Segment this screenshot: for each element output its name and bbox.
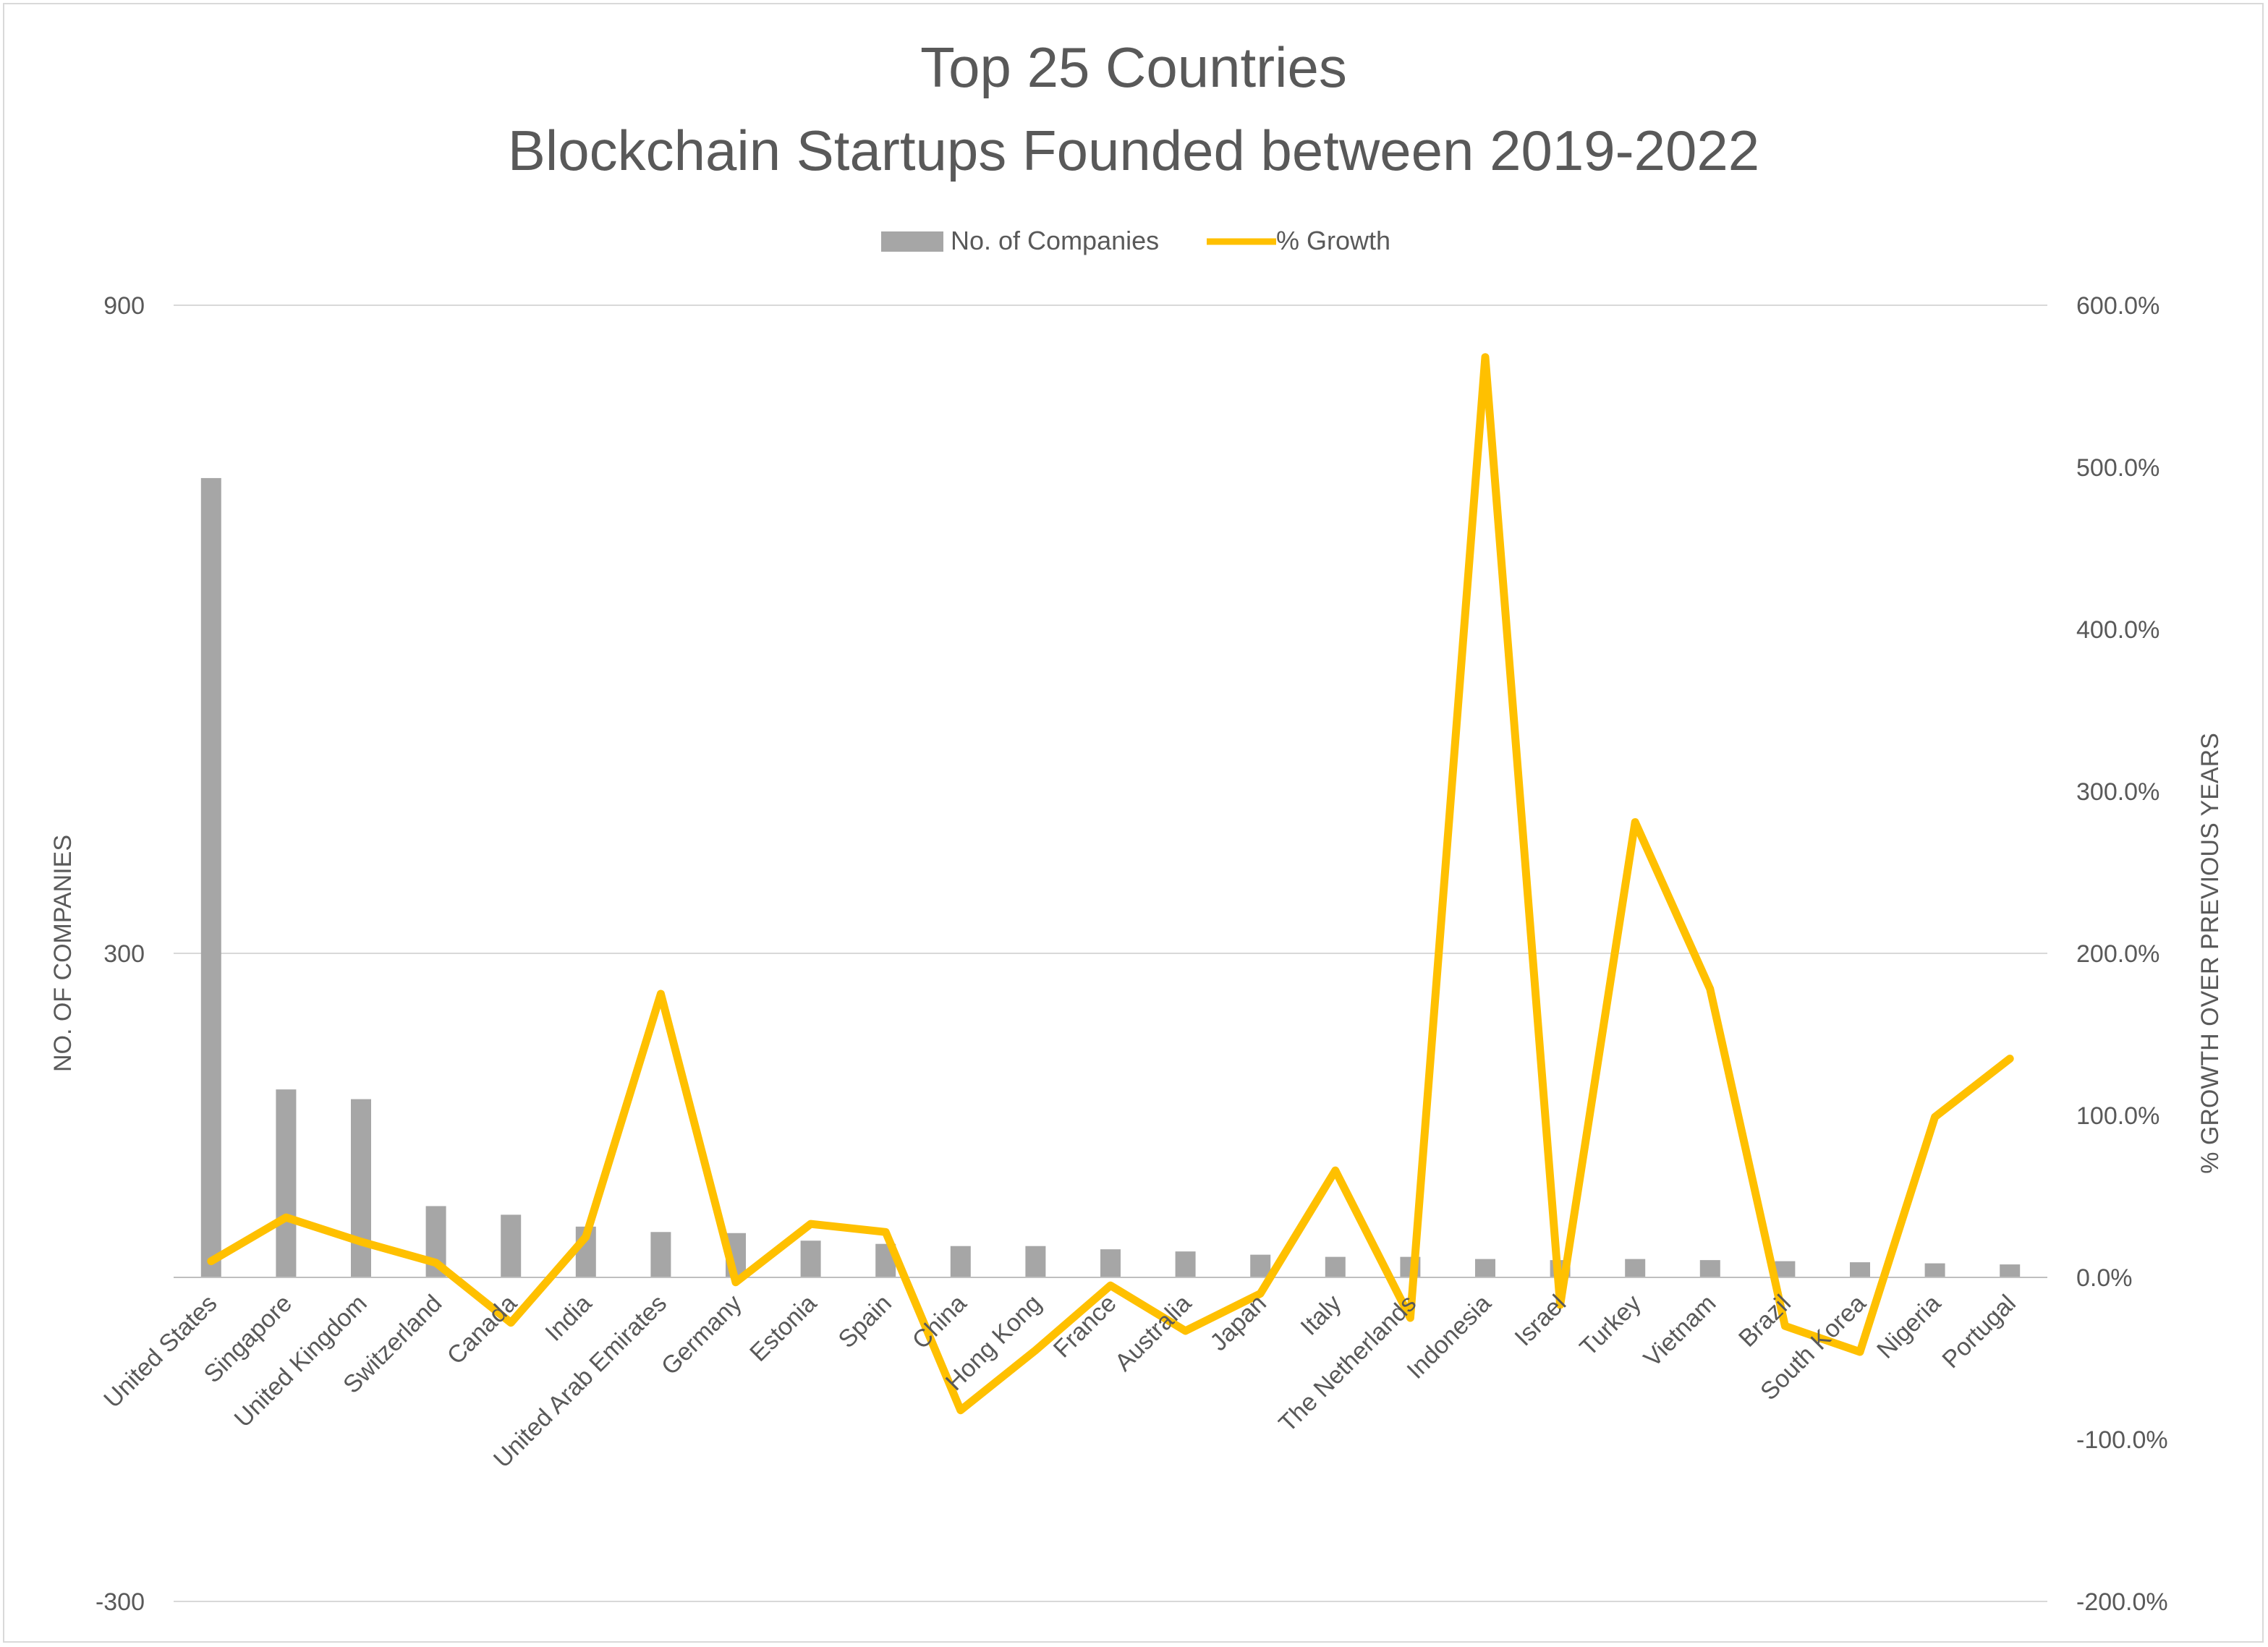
category-label: Portugal bbox=[1937, 1290, 2021, 1374]
bar-series bbox=[200, 477, 2021, 1277]
growth-point bbox=[1335, 1170, 1336, 1171]
growth-point bbox=[960, 1410, 961, 1411]
category-label: Estonia bbox=[744, 1290, 822, 1367]
growth-point bbox=[885, 1231, 886, 1233]
left-tick-label: 900 bbox=[103, 292, 145, 320]
growth-point bbox=[1110, 1285, 1111, 1286]
category-label: United States bbox=[98, 1290, 222, 1413]
growth-point bbox=[1934, 1116, 1936, 1118]
bar bbox=[1325, 1256, 1346, 1277]
bar bbox=[1850, 1262, 1870, 1277]
bar bbox=[1625, 1259, 1646, 1277]
growth-point bbox=[1260, 1293, 1261, 1294]
growth-line bbox=[207, 353, 2014, 1415]
bar bbox=[276, 1089, 297, 1277]
category-label: Japan bbox=[1205, 1290, 1271, 1356]
right-tick-label: 400.0% bbox=[2076, 616, 2159, 644]
growth-point bbox=[810, 1223, 812, 1225]
growth-point bbox=[660, 993, 661, 995]
growth-point bbox=[585, 1236, 587, 1238]
y-axis-title: NO. OF COMPANIES bbox=[49, 835, 77, 1072]
left-axis-ticks: 900 300 -300 bbox=[95, 292, 145, 1616]
chart-title: Top 25 Countries Blockchain Startups Fou… bbox=[508, 35, 1759, 182]
category-label: Nigeria bbox=[1872, 1290, 1946, 1364]
right-tick-label: 500.0% bbox=[2076, 454, 2159, 482]
growth-point bbox=[1784, 1325, 1785, 1327]
chart-frame bbox=[3, 3, 2264, 1643]
category-label: Vietnam bbox=[1639, 1290, 1722, 1373]
category-label: The Netherlands bbox=[1273, 1290, 1422, 1438]
category-label: Germany bbox=[656, 1290, 747, 1381]
growth-point bbox=[1859, 1351, 1861, 1353]
right-tick-label: 200.0% bbox=[2076, 940, 2159, 968]
growth-point bbox=[1035, 1350, 1036, 1351]
bar bbox=[1699, 1260, 1720, 1277]
bar bbox=[1175, 1251, 1196, 1277]
bar bbox=[501, 1214, 522, 1277]
category-label: United Kingdom bbox=[229, 1290, 373, 1433]
right-tick-label: -100.0% bbox=[2076, 1426, 2168, 1454]
growth-point bbox=[2009, 1058, 2010, 1060]
growth-point bbox=[285, 1217, 286, 1218]
growth-point bbox=[1185, 1330, 1186, 1332]
line-series bbox=[207, 353, 2014, 1415]
bar bbox=[2000, 1264, 2021, 1277]
chart-title-line-1: Top 25 Countries bbox=[920, 35, 1347, 99]
bar bbox=[950, 1246, 971, 1277]
left-tick-label: 300 bbox=[103, 940, 145, 968]
right-tick-label: -200.0% bbox=[2076, 1588, 2168, 1616]
growth-point bbox=[1634, 822, 1636, 823]
bar bbox=[200, 477, 221, 1277]
category-label: Turkey bbox=[1574, 1290, 1646, 1361]
right-tick-label: 600.0% bbox=[2076, 292, 2159, 320]
bar bbox=[800, 1240, 821, 1277]
right-tick-label: 0.0% bbox=[2076, 1264, 2133, 1292]
bar bbox=[351, 1099, 371, 1277]
growth-point bbox=[1710, 988, 1711, 990]
growth-point bbox=[360, 1241, 362, 1243]
right-tick-label: 100.0% bbox=[2076, 1102, 2159, 1130]
growth-point bbox=[436, 1262, 437, 1264]
legend-bar-label: No. of Companies bbox=[951, 226, 1159, 255]
bar bbox=[1250, 1254, 1271, 1277]
legend-bar-swatch bbox=[881, 231, 943, 252]
right-tick-label: 300.0% bbox=[2076, 778, 2159, 806]
growth-point bbox=[211, 1261, 212, 1262]
category-label: Spain bbox=[833, 1290, 896, 1353]
legend-line-label: % Growth bbox=[1276, 226, 1390, 255]
growth-point bbox=[510, 1322, 511, 1324]
gridlines bbox=[174, 305, 2047, 1602]
chart-title-line-2: Blockchain Startups Founded between 2019… bbox=[508, 119, 1759, 182]
bar bbox=[1475, 1259, 1495, 1277]
bar bbox=[1100, 1249, 1121, 1277]
category-label: Italy bbox=[1295, 1290, 1346, 1341]
legend: No. of Companies % Growth bbox=[881, 226, 1390, 255]
bar bbox=[650, 1232, 671, 1277]
bar bbox=[1025, 1246, 1046, 1277]
bar bbox=[1775, 1261, 1796, 1277]
left-tick-label: -300 bbox=[95, 1588, 145, 1616]
bar bbox=[1924, 1263, 1945, 1277]
right-axis-ticks: 600.0% 500.0% 400.0% 300.0% 200.0% 100.0% 0.0%… bbox=[2076, 292, 2168, 1616]
category-label: India bbox=[540, 1290, 597, 1347]
growth-point bbox=[735, 1282, 736, 1283]
growth-point bbox=[1485, 357, 1486, 358]
y2-axis-title: % GROWTH OVER PREVIOUS YEARS bbox=[2196, 733, 2224, 1174]
